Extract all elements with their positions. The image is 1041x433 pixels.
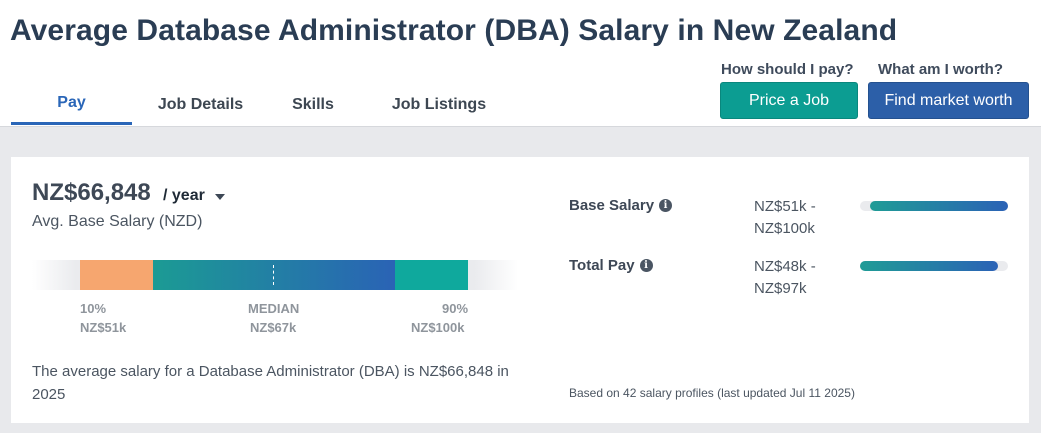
- info-icon[interactable]: i: [639, 259, 653, 272]
- total-pay-bar-track: [860, 261, 1008, 271]
- salary-card: [11, 157, 1029, 423]
- tab-bar: Pay Job Details Skills Job Listings: [11, 84, 521, 125]
- tab-job-details[interactable]: Job Details: [157, 95, 244, 113]
- tab-job-listings[interactable]: Job Listings: [391, 95, 487, 113]
- average-salary-value: NZ$66,848: [32, 179, 151, 206]
- range-segment-middle: [153, 260, 395, 290]
- salary-caption: Avg. Base Salary (NZD): [32, 213, 203, 230]
- data-source-footnote: Based on 42 salary profiles (last update…: [569, 386, 855, 400]
- percentile-10-label: 10%: [80, 301, 107, 316]
- range-segment-high: [395, 260, 468, 290]
- range-segment-low: [80, 260, 153, 290]
- base-salary-range: NZ$51k - NZ$100k: [754, 198, 816, 237]
- pay-question-label: How should I pay?: [721, 61, 854, 78]
- total-pay-label: Total Pay: [569, 257, 635, 274]
- median-marker: [273, 265, 274, 285]
- percentile-10-value: NZ$51k: [80, 320, 127, 335]
- percentile-90-label: 90%: [442, 301, 469, 316]
- tab-pay[interactable]: Pay: [11, 84, 132, 125]
- price-a-job-button[interactable]: Price a Job: [720, 82, 858, 119]
- find-market-worth-button[interactable]: Find market worth: [868, 82, 1029, 119]
- total-pay-range: NZ$48k - NZ$97k: [754, 258, 816, 297]
- caret-down-icon[interactable]: [215, 194, 225, 200]
- median-value: NZ$67k: [250, 320, 297, 335]
- total-pay-bar-fill: [860, 261, 998, 271]
- base-salary-bar-fill: [870, 201, 1008, 211]
- median-label: MEDIAN: [248, 301, 300, 316]
- base-salary-label: Base Salary: [569, 197, 655, 214]
- page-title: Average Database Administrator (DBA) Sal…: [10, 14, 898, 47]
- info-icon[interactable]: i: [659, 199, 673, 212]
- worth-question-label: What am I worth?: [878, 61, 1003, 78]
- percentile-90-value: NZ$100k: [411, 320, 465, 335]
- base-salary-bar-track: [860, 201, 1008, 211]
- total-pay-row-label: Total Pay i: [569, 257, 653, 274]
- pay-period-selector[interactable]: / year: [163, 187, 205, 204]
- base-salary-row-label: Base Salary i: [569, 197, 673, 214]
- salary-summary: The average salary for a Database Admini…: [32, 363, 509, 403]
- tab-skills[interactable]: Skills: [292, 95, 334, 113]
